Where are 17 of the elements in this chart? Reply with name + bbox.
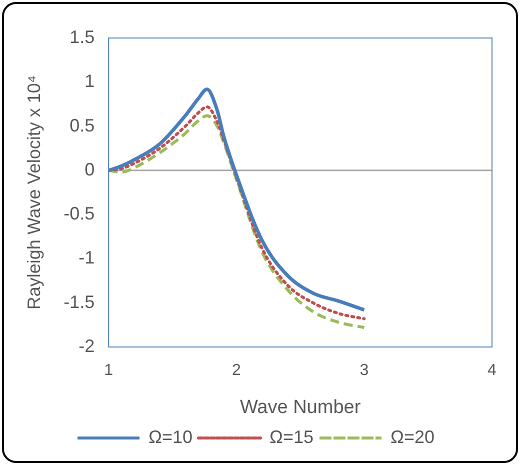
y-tick-label: 0 xyxy=(84,159,95,180)
legend-label: Ω=15 xyxy=(270,426,314,447)
x-tick-label: 2 xyxy=(232,362,241,380)
y-tick-label: -0.5 xyxy=(64,204,95,224)
x-tick-label: 3 xyxy=(360,362,369,380)
y-tick-label: -1 xyxy=(78,248,95,268)
x-tick-label: 4 xyxy=(488,362,497,380)
y-tick-label: 1.5 xyxy=(70,26,95,47)
y-tick-label: 0.5 xyxy=(70,115,95,136)
x-axis-title: Wave Number xyxy=(240,396,362,418)
y-tick-label: -2 xyxy=(78,336,95,356)
y-tick-label: 1 xyxy=(84,71,95,92)
y-tick-label: -1.5 xyxy=(64,292,95,312)
legend-label: Ω=10 xyxy=(148,426,193,447)
x-tick-label: 1 xyxy=(104,362,114,380)
y-axis-title: Rayleigh Wave Velocity x 10⁴ xyxy=(24,75,44,310)
legend-label: Ω=20 xyxy=(390,426,434,447)
